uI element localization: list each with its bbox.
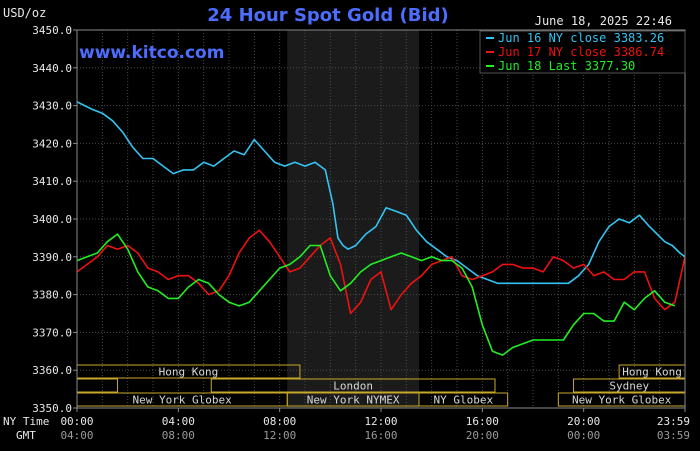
chart-title: 24 Hour Spot Gold (Bid)	[207, 5, 448, 26]
session-label: London	[333, 380, 373, 393]
y-tick-label: 3400.0	[32, 213, 72, 226]
price-lines	[76, 101, 686, 356]
gmt-tick-label: 04:00	[60, 429, 93, 442]
gmt-label: GMT	[16, 429, 36, 442]
gmt-tick-label: 00:00	[567, 429, 600, 442]
y-tick-label: 3360.0	[32, 364, 72, 377]
session-label: NY Globex	[434, 394, 494, 407]
x-tick-label: 08:00	[263, 415, 296, 428]
series-line-0	[76, 101, 686, 285]
x-tick-label: 04:00	[162, 415, 195, 428]
session-label: New York Globex	[132, 394, 232, 407]
x-axis-ticks: 00:0004:0004:0008:0008:0012:0012:0016:00…	[60, 408, 690, 442]
session-bar	[418, 392, 509, 407]
y-tick-label: 3420.0	[32, 137, 72, 150]
x-tick-label: 12:00	[364, 415, 397, 428]
timestamp: June 18, 2025 22:46	[535, 14, 672, 28]
x-tick-label: 20:00	[567, 415, 600, 428]
gmt-tick-label: 03:59	[657, 429, 690, 442]
session-label: New York NYMEX	[307, 394, 400, 407]
x-tick-label: 16:00	[466, 415, 499, 428]
chart-grid	[77, 29, 685, 409]
session-label: Hong Kong	[159, 366, 219, 379]
session-label: New York Globex	[572, 394, 672, 407]
legend-entry-jun18: Jun 18 Last 3377.30	[498, 59, 635, 73]
x-tick-label: 00:00	[60, 415, 93, 428]
legend-box	[479, 30, 686, 74]
gmt-tick-label: 12:00	[263, 429, 296, 442]
y-tick-label: 3440.0	[32, 62, 72, 75]
unit-label: USD/oz	[3, 6, 46, 20]
kitco-watermark: www.kitco.com	[79, 43, 224, 63]
series-line-1	[76, 229, 686, 315]
session-bar	[210, 378, 496, 393]
y-tick-label: 3430.0	[32, 100, 72, 113]
y-tick-label: 3390.0	[32, 251, 72, 264]
series-line-2	[76, 233, 676, 356]
legend: Jun 16 NY close 3383.26 Jun 17 NY close …	[479, 30, 686, 74]
y-tick-label: 3450.0	[32, 24, 72, 37]
ny-time-label: NY Time	[3, 415, 49, 428]
legend-entry-jun17: Jun 17 NY close 3386.74	[498, 45, 664, 59]
y-tick-label: 3350.0	[32, 402, 72, 415]
session-label: Hong Kong	[622, 366, 682, 379]
y-tick-label: 3410.0	[32, 175, 72, 188]
y-tick-label: 3370.0	[32, 326, 72, 339]
legend-entry-jun16: Jun 16 NY close 3383.26	[498, 31, 664, 45]
x-tick-label: 23:59	[657, 415, 690, 428]
session-label: Sydney	[609, 380, 649, 393]
gmt-tick-label: 08:00	[162, 429, 195, 442]
gmt-tick-label: 20:00	[466, 429, 499, 442]
y-tick-label: 3380.0	[32, 289, 72, 302]
y-axis-ticks: 3450.0 3440.0 3430.0 3420.0 3410.0 3400.0 3390…	[32, 24, 77, 415]
gmt-tick-label: 16:00	[364, 429, 397, 442]
